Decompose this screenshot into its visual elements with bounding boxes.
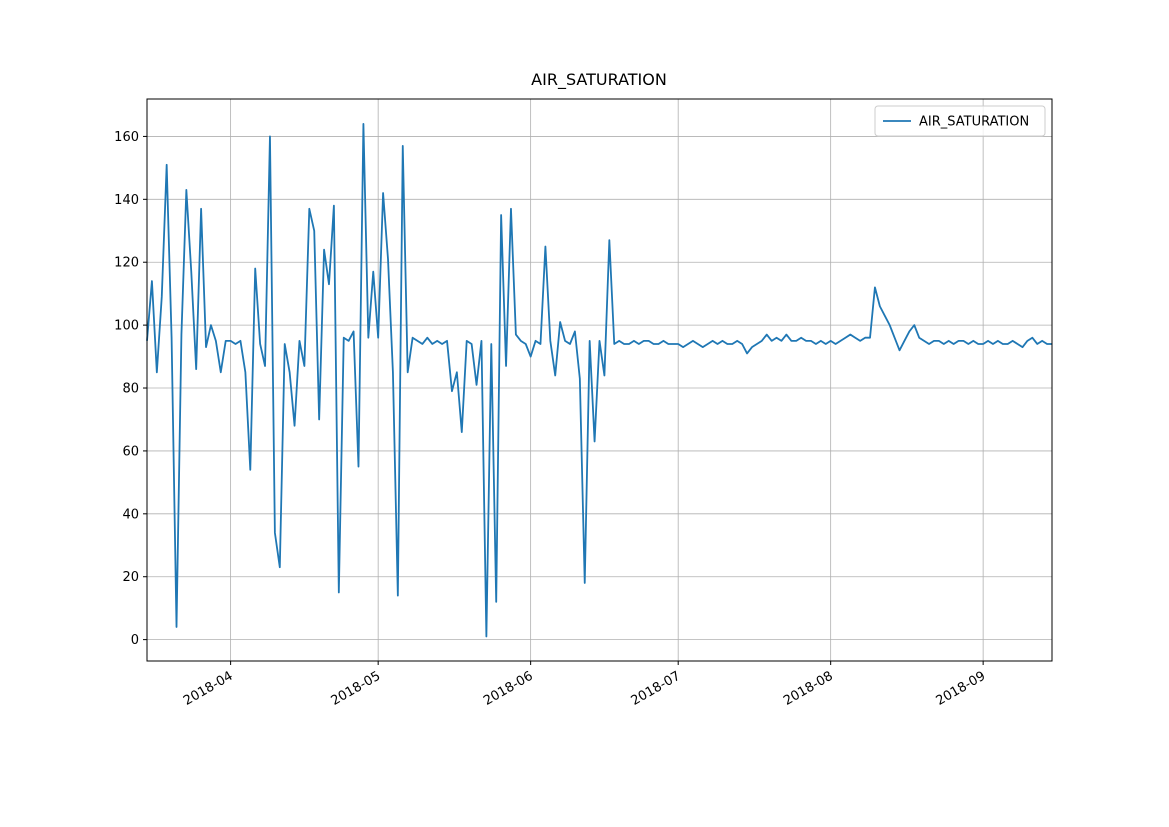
- x-tick-label: 2018-08: [781, 669, 836, 709]
- legend-box: [874, 105, 1046, 137]
- y-tick-label: 80: [122, 382, 139, 397]
- y-tick-label: 40: [122, 507, 139, 522]
- plot-frame: [146, 98, 1053, 662]
- y-tick-label: 160: [114, 130, 139, 145]
- x-tick-label: 2018-06: [481, 669, 536, 709]
- x-tick-label: 2018-09: [934, 669, 989, 709]
- legend-label: AIR_SATURATION: [919, 115, 1029, 130]
- legend: AIR_SATURATION: [874, 105, 1046, 137]
- x-tick-label: 2018-04: [181, 669, 236, 709]
- y-tick-label: 20: [122, 570, 139, 585]
- y-tick-label: 60: [122, 444, 139, 459]
- y-tick-label: 140: [114, 193, 139, 208]
- x-tick-label: 2018-05: [329, 669, 384, 709]
- y-tick-label: 100: [114, 319, 139, 334]
- chart-title: AIR_SATURATION: [531, 70, 667, 90]
- y-tick-label: 120: [114, 256, 139, 271]
- series-line: [146, 122, 1052, 638]
- x-tick-label: 2018-07: [629, 669, 684, 709]
- y-tick-label: 0: [131, 633, 139, 648]
